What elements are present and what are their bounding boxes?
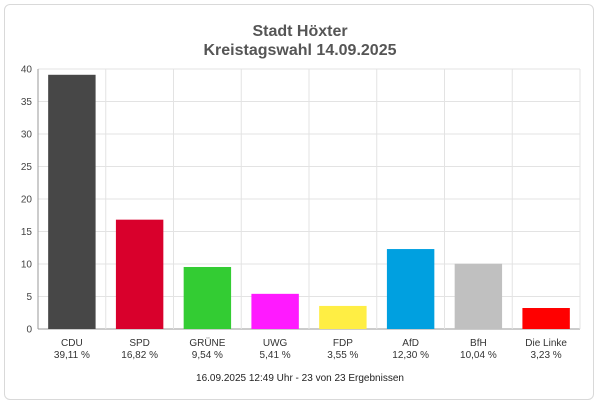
bar (251, 293, 299, 329)
x-category-label: SPD (129, 338, 150, 349)
chart-title: Stadt Höxter (252, 23, 348, 40)
y-tick-label: 35 (21, 97, 33, 108)
chart-frame (4, 4, 594, 400)
y-tick-label: 20 (21, 195, 33, 206)
bar-value-label: 9,54 % (192, 350, 223, 361)
y-tick-label: 15 (21, 227, 33, 238)
bar-value-label: 10,04 % (460, 350, 497, 361)
y-tick-label: 10 (21, 260, 33, 271)
bar-value-label: 16,82 % (121, 350, 158, 361)
x-category-label: CDU (61, 338, 83, 349)
bar (522, 308, 570, 329)
y-tick-label: 5 (26, 292, 32, 303)
y-tick-label: 30 (21, 130, 33, 141)
bar-value-label: 5,41 % (260, 350, 291, 361)
x-category-label: FDP (333, 338, 353, 349)
y-tick-label: 40 (21, 65, 33, 76)
bar (183, 266, 232, 329)
chart-subtitle: Kreistagswahl 14.09.2025 (203, 42, 397, 59)
x-category-label: UWG (263, 338, 288, 349)
bar (48, 74, 96, 329)
x-category-label: Die Linke (525, 338, 567, 349)
bar (319, 305, 367, 329)
x-category-label: GRÜNE (189, 337, 225, 349)
chart-footer: 16.09.2025 12:49 Uhr - 23 von 23 Ergebni… (196, 373, 404, 384)
bar-value-label: 3,23 % (531, 350, 562, 361)
bar-value-label: 12,30 % (392, 350, 429, 361)
bar-value-label: 3,55 % (327, 350, 358, 361)
y-tick-label: 0 (26, 325, 32, 336)
bar (115, 219, 164, 329)
x-category-label: BfH (470, 338, 487, 349)
x-category-label: AfD (402, 338, 419, 349)
bar-value-label: 39,11 % (54, 350, 90, 361)
bar (454, 263, 503, 329)
bar (386, 249, 435, 329)
y-tick-label: 25 (21, 162, 33, 173)
